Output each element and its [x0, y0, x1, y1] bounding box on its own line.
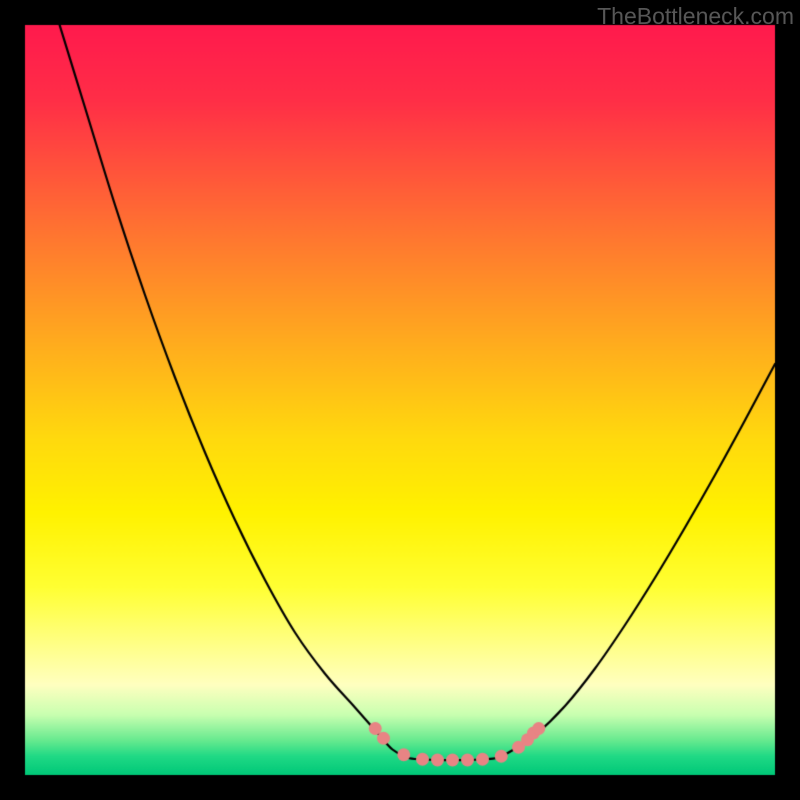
watermark-text: TheBottleneck.com [597, 3, 794, 30]
bottleneck-chart-canvas [0, 0, 800, 800]
chart-stage: TheBottleneck.com [0, 0, 800, 800]
